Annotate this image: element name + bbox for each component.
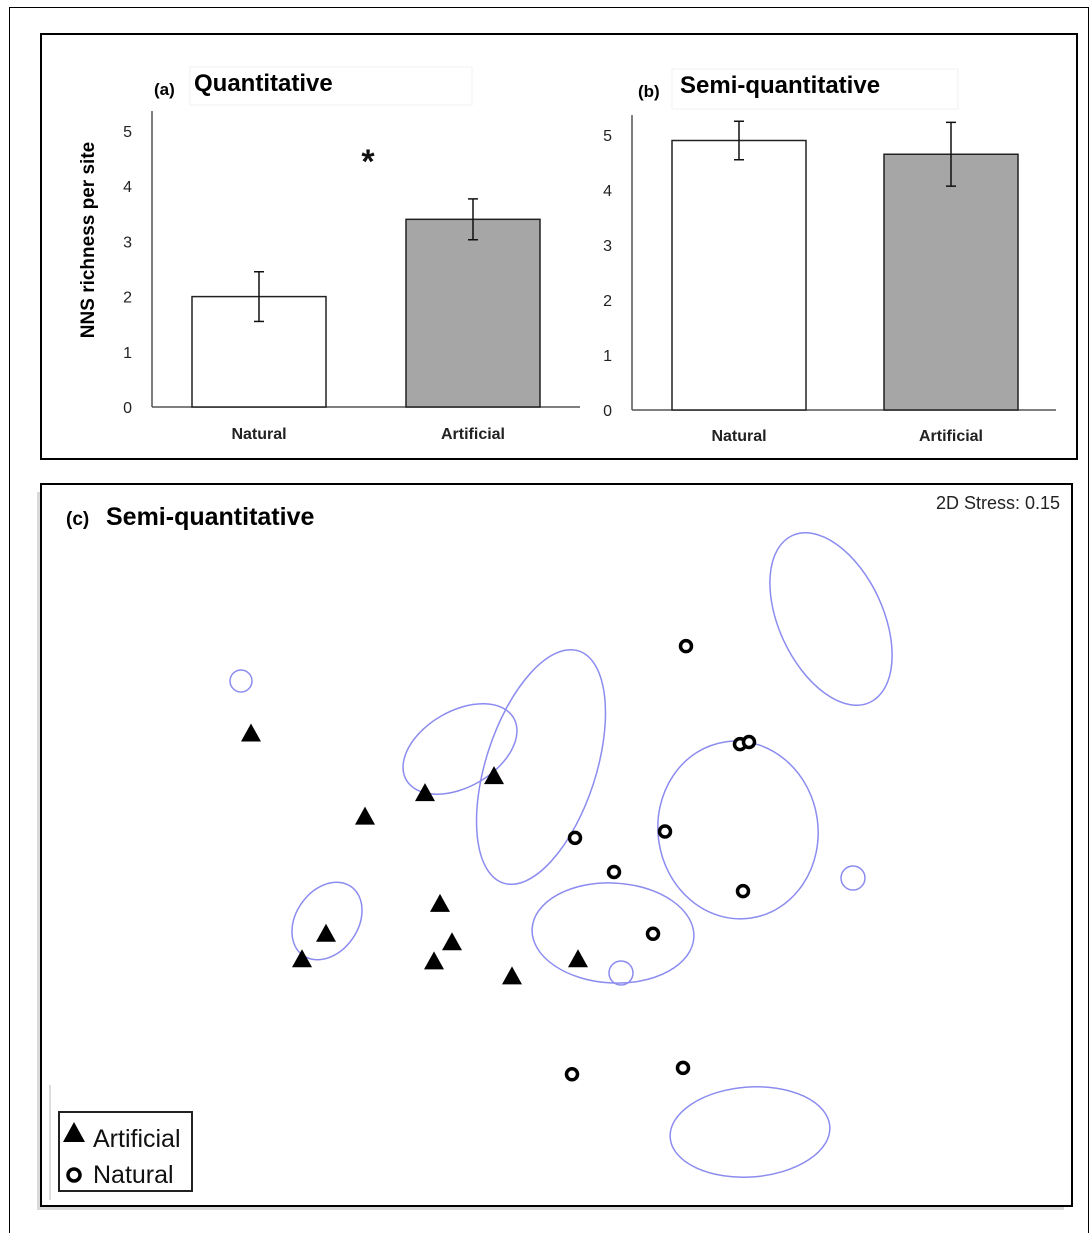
chart-b-y-tick-label: 2	[603, 293, 612, 310]
point-artificial	[484, 766, 504, 785]
chart-b-y-tick-label: 4	[603, 183, 612, 200]
chart-b-category-label-artificial: Artificial	[919, 428, 983, 445]
chart-a-panel-label: (a)	[154, 80, 175, 99]
chart-a-y-tick-label: 3	[123, 234, 132, 251]
bar-charts-panel: (a) Quantitative (b) Semi-quantitative N…	[40, 33, 1078, 460]
chart-b-category-label-natural: Natural	[711, 428, 766, 445]
chart-a-y-tick-label: 2	[123, 290, 132, 307]
bar-charts-svg: (a) Quantitative (b) Semi-quantitative N…	[78, 66, 1056, 445]
point-artificial	[316, 923, 336, 942]
cluster-ellipse	[657, 740, 819, 920]
point-artificial	[442, 932, 462, 951]
nmds-panel: (c) Semi-quantitative 2D Stress: 0.15 Ar…	[40, 483, 1073, 1207]
point-natural	[606, 864, 622, 880]
chart-c-panel-label: (c)	[66, 509, 89, 530]
cluster-ellipse	[769, 532, 893, 706]
legend-triangle-icon	[63, 1122, 85, 1142]
point-natural	[564, 1067, 580, 1082]
cluster-ellipse	[229, 669, 253, 693]
chart-a-category-label-natural: Natural	[231, 426, 286, 443]
chart-a-y-tick-label: 5	[123, 124, 132, 141]
chart-b-bar-natural	[671, 139, 807, 411]
chart-a-y-tick-label: 4	[123, 179, 132, 196]
point-artificial	[424, 951, 444, 970]
legend-label-artificial: Artificial	[93, 1125, 181, 1153]
chart-a-bar-artificial	[405, 218, 541, 408]
chart-b-bar-artificial	[883, 153, 1019, 411]
chart-a-y-tick-label: 1	[123, 345, 132, 362]
chart-a-category-label-artificial: Artificial	[441, 426, 505, 443]
chart-c-title: Semi-quantitative	[106, 503, 314, 531]
chart-b-y-tick-label: 3	[603, 238, 612, 255]
point-natural	[657, 824, 673, 839]
chart-a-plot: 0 1 2 3 4 5 Natural Artificial	[123, 111, 580, 443]
point-natural	[735, 883, 751, 899]
chart-b-y-tick-label: 5	[603, 128, 612, 145]
cluster-ellipse	[669, 1086, 831, 1178]
point-artificial	[241, 723, 261, 742]
point-artificial	[415, 783, 435, 802]
chart-a-y-tick-label: 0	[123, 400, 132, 417]
cluster-ellipse	[608, 960, 634, 986]
point-natural	[675, 1060, 691, 1076]
chart-b-error-bar-natural	[734, 120, 744, 161]
chart-b-y-tick-label: 0	[603, 403, 612, 420]
cluster-ellipse	[475, 648, 607, 886]
significance-asterisk: *	[361, 143, 375, 181]
chart-a-title-box	[189, 66, 473, 106]
point-artificial	[355, 806, 375, 825]
nmds-svg: (c) Semi-quantitative 2D Stress: 0.15 Ar…	[49, 493, 1060, 1200]
chart-a-error-bar-natural	[254, 271, 264, 323]
legend-label-natural: Natural	[93, 1161, 174, 1189]
chart-b-plot: 0 1 2 3 4 5 Natural Artificial	[603, 115, 1056, 445]
chart-a-title: Quantitative	[194, 70, 333, 97]
point-natural	[567, 830, 583, 846]
point-artificial	[430, 893, 450, 912]
chart-a-y-axis-label: NNS richness per site	[78, 142, 99, 338]
legend-circle-icon	[66, 1167, 82, 1183]
figure-frame	[9, 7, 1089, 1233]
cluster-ellipses	[229, 532, 893, 1178]
point-artificial	[292, 949, 312, 968]
point-artificial	[568, 949, 588, 968]
cluster-ellipse	[840, 865, 866, 891]
point-natural	[678, 638, 694, 654]
cluster-ellipse	[291, 881, 363, 961]
point-natural	[645, 926, 661, 941]
nmds-points	[241, 638, 757, 1082]
point-artificial	[502, 966, 522, 985]
point-natural	[741, 734, 757, 750]
chart-b-y-tick-label: 1	[603, 348, 612, 365]
chart-b-title-box	[671, 68, 959, 110]
cluster-ellipse	[531, 882, 695, 984]
chart-b-title: Semi-quantitative	[680, 72, 880, 99]
cluster-ellipse	[402, 703, 518, 795]
chart-b-error-bar-artificial	[946, 121, 956, 187]
legend: Artificial Natural	[58, 1111, 193, 1192]
chart-a-error-bar-artificial	[468, 198, 478, 241]
stress-label: 2D Stress: 0.15	[936, 493, 1060, 513]
chart-b-panel-label: (b)	[638, 82, 660, 101]
